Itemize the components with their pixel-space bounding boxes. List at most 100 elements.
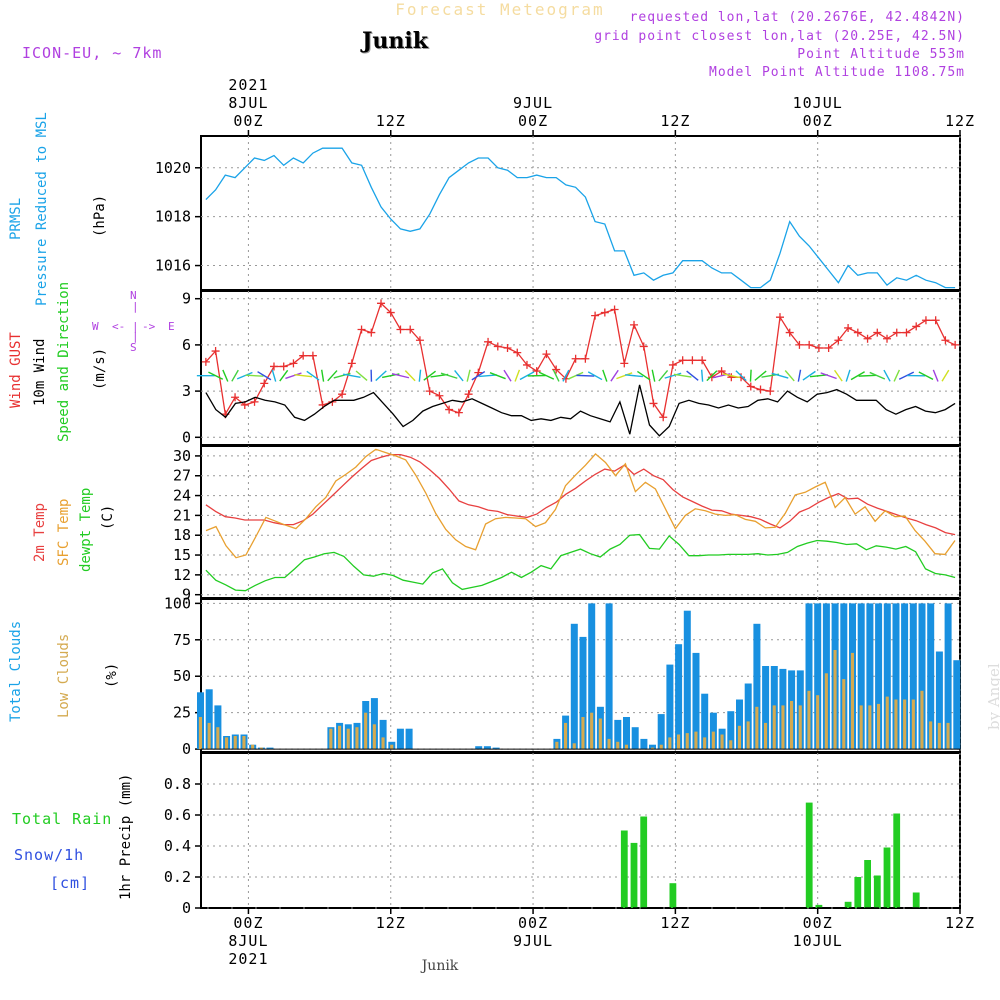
total-cloud-bar [805, 603, 813, 750]
wind-direction-arrow [636, 370, 651, 381]
y-tick-label: 9 [182, 586, 191, 604]
wind-direction-arrow [271, 369, 277, 382]
low-cloud-bar [607, 738, 611, 750]
total-cloud-bar [935, 651, 943, 750]
low-cloud-bar [920, 690, 924, 750]
wind-dir-label: Speed and Direction [56, 281, 72, 442]
wind-gust-marker [795, 340, 804, 349]
wind-direction-arrow [802, 370, 816, 381]
wind-direction-arrow [257, 371, 272, 381]
wind-gust-marker [552, 365, 561, 374]
wind-gust-marker [727, 373, 736, 382]
y-tick-label: 30 [173, 447, 191, 465]
wind-gust-marker [503, 343, 512, 352]
y-tick-label: 9 [182, 290, 191, 308]
wind-gust-marker [522, 360, 531, 369]
total-cloud-bar [892, 603, 900, 750]
low-cloud-bar [364, 712, 368, 750]
low-cloud-bar [711, 731, 715, 750]
wind-gust-marker [338, 390, 347, 399]
clouds-unit-label: (%) [104, 662, 120, 688]
wind-direction-arrow [391, 372, 410, 379]
wind-direction-arrow [489, 372, 506, 380]
low-cloud-bar [894, 699, 898, 749]
wind-direction-arrow [306, 370, 320, 381]
rain-bar [893, 813, 901, 908]
wind-gust-line [205, 302, 956, 419]
wind-direction-arrow [664, 372, 682, 379]
total-cloud-bar [396, 728, 404, 750]
wind-gust-marker [231, 393, 240, 402]
wind-direction-arrow [658, 370, 669, 382]
low-cloud-bar [668, 737, 672, 750]
total-cloud-bar [570, 623, 578, 750]
bottom-time-tick-label: 12Z [375, 914, 406, 932]
total-cloud-bar [927, 603, 935, 750]
wind-gust-marker [775, 313, 784, 322]
bottom-time-tick-label: 10JUL [792, 932, 843, 950]
low-cloud-bar [355, 727, 359, 750]
y-tick-label: 0.6 [164, 806, 191, 824]
wind-direction-arrow [375, 370, 387, 382]
wind-gust-marker [863, 334, 872, 343]
wind10-label: 10m Wind [32, 338, 48, 406]
wind-gust-marker [630, 320, 639, 329]
wind-direction-arrow [820, 372, 837, 380]
wind-direction-arrow [771, 372, 789, 379]
wind-gust-marker [873, 328, 882, 337]
low-cloud-bar [911, 699, 915, 749]
low-cloud-bar [694, 731, 698, 750]
compass-e-label: E [168, 320, 175, 333]
wind-direction-arrow [208, 371, 224, 380]
wind-gust-marker [688, 356, 697, 365]
y-tick-label: 1020 [155, 159, 191, 177]
wind-gust-marker [766, 387, 775, 396]
wind-direction-arrow [706, 370, 718, 382]
wind-direction-arrow [797, 369, 802, 382]
low-clouds-label: Low Clouds [56, 633, 72, 718]
wind-direction-arrow [941, 369, 950, 382]
wind-gust-marker [396, 325, 405, 334]
wind-gust-marker [542, 350, 551, 359]
bottom-time-tick-label: 9JUL [513, 932, 554, 950]
wind-direction-arrow [454, 369, 464, 382]
wind-gust-marker [931, 316, 940, 325]
top-time-tick-label: 9JUL [513, 94, 554, 112]
wind-direction-arrow [294, 373, 313, 378]
bottom-time-tick-label: 8JUL [228, 932, 269, 950]
wind-gust-marker [678, 356, 687, 365]
low-cloud-bar [764, 722, 768, 750]
wind-direction-arrow [749, 369, 752, 382]
wind-gust-marker [357, 325, 366, 334]
total-cloud-bar [631, 727, 639, 750]
wind-direction-arrow [932, 369, 939, 382]
wind-direction-arrow [514, 369, 521, 382]
pressure-unit-label: (hPa) [92, 194, 108, 237]
low-cloud-bar [207, 722, 211, 750]
top-time-tick-label: 00Z [518, 112, 549, 130]
low-cloud-bar [729, 740, 733, 749]
y-tick-label: 1018 [155, 208, 191, 226]
total-cloud-bar [883, 603, 891, 750]
rain-bar [873, 875, 881, 908]
wind-direction-arrow [845, 369, 851, 382]
low-cloud-bar [737, 725, 741, 750]
wind-gust-marker [649, 399, 658, 408]
chart-title: Forecast Meteogram [395, 0, 605, 19]
wind-direction-arrow [418, 369, 422, 382]
low-cloud-bar [216, 727, 220, 750]
bottom-time-tick-label: 12Z [660, 914, 691, 932]
panel-frame [200, 135, 961, 291]
wind-gust-marker [912, 322, 921, 331]
bottom-time-tick-label: 00Z [802, 914, 833, 932]
low-cloud-bar [850, 652, 854, 750]
wind-direction-arrow [610, 369, 619, 382]
y-tick-label: 21 [173, 506, 191, 524]
total-cloud-bar [727, 711, 735, 750]
rain-bar [630, 842, 638, 908]
y-tick-label: 50 [173, 667, 191, 685]
low-cloud-bar [598, 718, 602, 750]
wind-gust-marker [269, 362, 278, 371]
wind-gust-marker [415, 336, 424, 345]
y-tick-label: 0.2 [164, 868, 191, 886]
